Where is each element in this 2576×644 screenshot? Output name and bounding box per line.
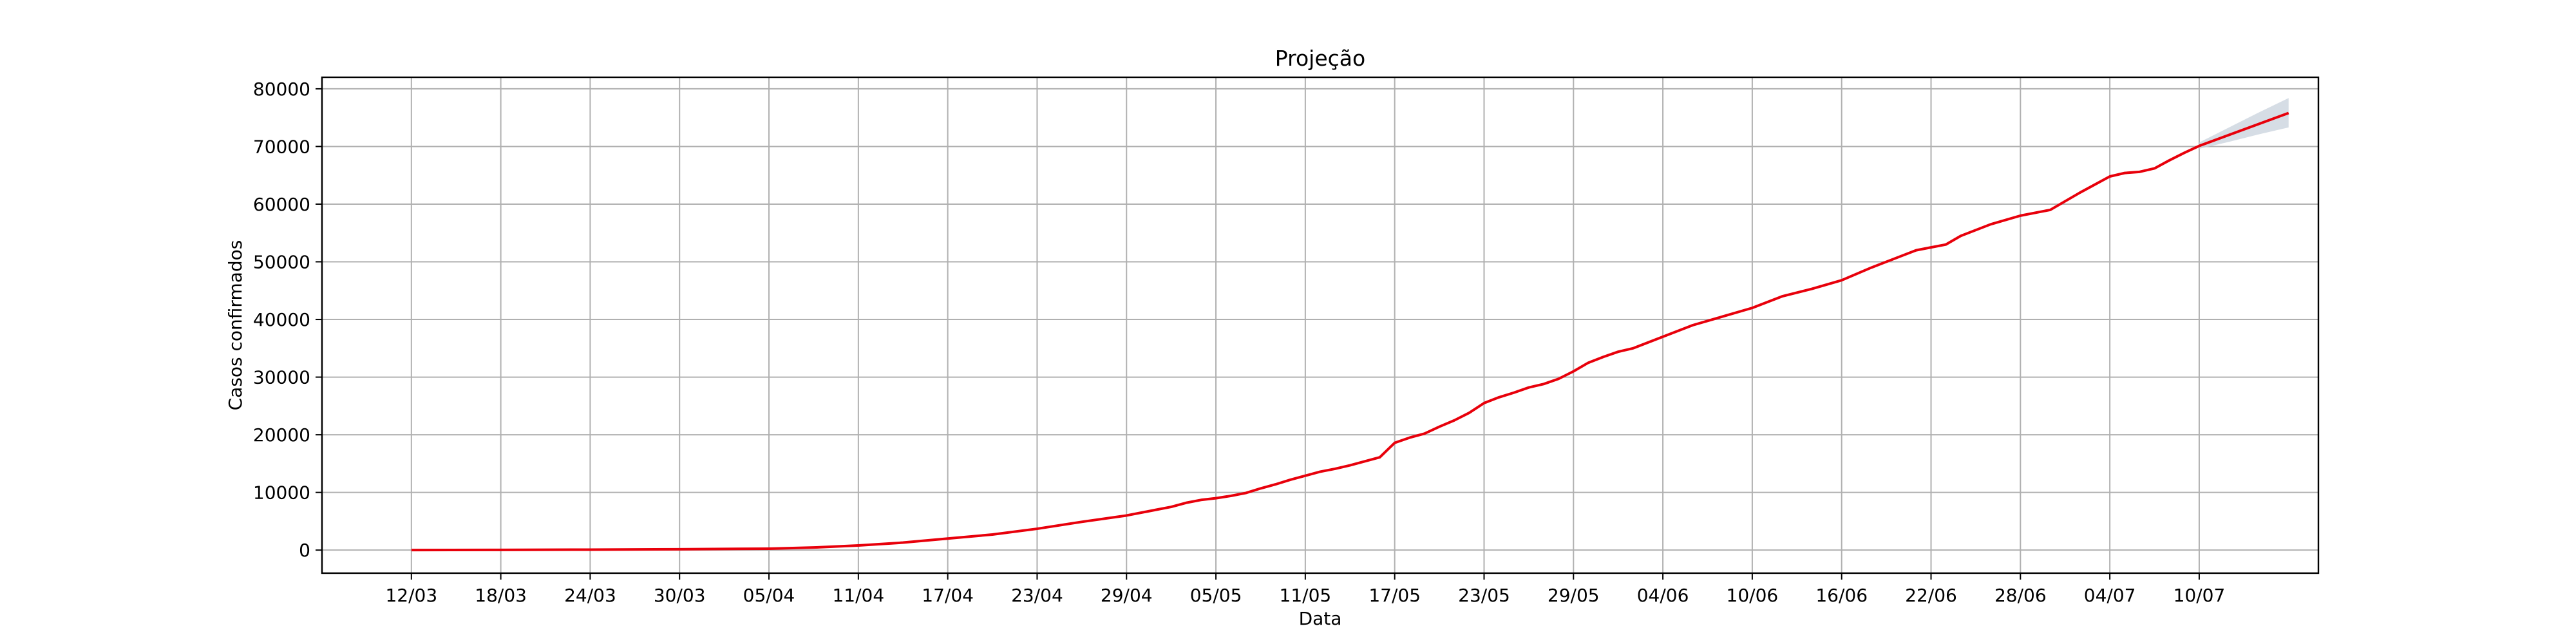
series-lines xyxy=(411,111,2289,552)
x-axis-ticks: 12/03 18/03 24/03 30/03 05/04 11/04 17/04 23/04… xyxy=(385,573,2225,606)
y-tick-label: 60000 xyxy=(253,194,310,215)
x-tick-label: 28/06 xyxy=(1994,585,2047,606)
plot-frame xyxy=(321,76,2320,574)
chart-title: Projeção xyxy=(1275,46,1365,71)
y-tick-label: 20000 xyxy=(253,424,310,446)
x-tick-label: 12/03 xyxy=(385,585,437,606)
x-tick-label: 04/06 xyxy=(1637,585,1689,606)
x-tick-label: 29/04 xyxy=(1101,585,1153,606)
y-axis-title: Casos confirmados xyxy=(225,240,246,411)
y-tick-label: 70000 xyxy=(253,136,310,157)
y-tick-label: 0 xyxy=(299,540,310,561)
x-tick-label: 29/05 xyxy=(1548,585,1600,606)
x-tick-label: 16/06 xyxy=(1815,585,1868,606)
y-tick-label: 50000 xyxy=(253,252,310,273)
projection-confidence-band xyxy=(2199,98,2289,149)
x-tick-label: 11/04 xyxy=(832,585,884,606)
x-tick-label: 23/04 xyxy=(1011,585,1063,606)
x-tick-label: 04/07 xyxy=(2084,585,2136,606)
series-line-projection xyxy=(2199,111,2289,147)
series-line-observed xyxy=(411,144,2200,552)
x-tick-label: 11/05 xyxy=(1280,585,1332,606)
x-tick-label: 22/06 xyxy=(1905,585,1957,606)
x-axis-title: Data xyxy=(1299,608,1342,629)
plot-background xyxy=(322,77,2318,573)
x-tick-label: 10/06 xyxy=(1727,585,1779,606)
y-tick-label: 40000 xyxy=(253,309,310,330)
projection-band xyxy=(2199,98,2289,149)
x-tick-label: 10/07 xyxy=(2174,585,2226,606)
y-tick-label: 80000 xyxy=(253,79,310,100)
y-tick-label: 30000 xyxy=(253,367,310,388)
x-tick-label: 24/03 xyxy=(564,585,616,606)
x-tick-label: 17/05 xyxy=(1368,585,1421,606)
grid-lines xyxy=(322,77,2318,573)
x-tick-label: 05/04 xyxy=(743,585,795,606)
x-tick-label: 23/05 xyxy=(1458,585,1510,606)
x-tick-label: 17/04 xyxy=(922,585,974,606)
y-axis-ticks: 0 10000 20000 30000 40000 50000 60000 70000 8000… xyxy=(253,79,322,561)
y-tick-label: 10000 xyxy=(253,482,310,504)
x-tick-label: 30/03 xyxy=(654,585,706,606)
x-tick-label: 05/05 xyxy=(1190,585,1242,606)
x-tick-label: 18/03 xyxy=(475,585,527,606)
